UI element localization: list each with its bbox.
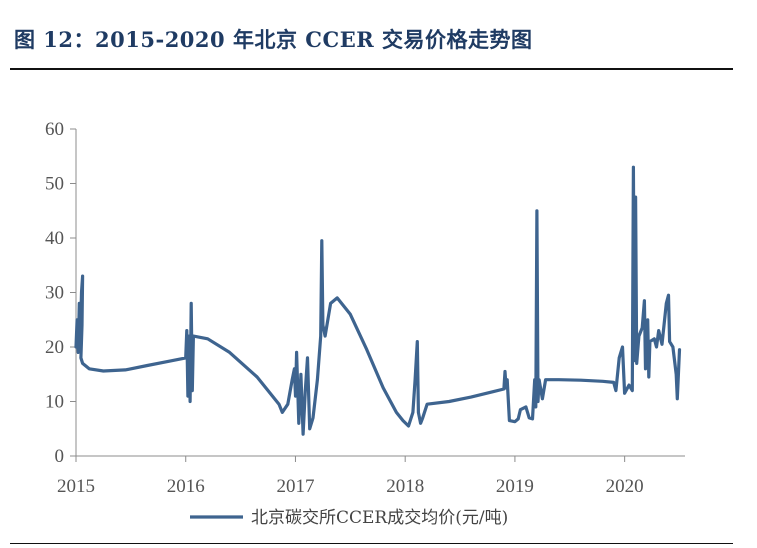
figure-title: 图 12：2015-2020 年北京 CCER 交易价格走势图: [14, 27, 533, 52]
x-tick-label: 2017: [276, 476, 314, 497]
series-line: [74, 165, 682, 436]
y-tick-label: 0: [55, 446, 65, 467]
y-tick-label: 40: [45, 228, 64, 249]
bottom-rule: [10, 543, 733, 544]
y-tick-label: 10: [45, 392, 64, 413]
y-tick-label: 50: [45, 174, 64, 195]
x-tick-label: 2015: [57, 476, 95, 497]
top-rule: [10, 68, 733, 70]
y-axis: 0 10 20 30 40 50 60: [45, 119, 77, 467]
y-tick-label: 30: [45, 283, 64, 304]
x-axis: 2015 2016 2017 2018 2019 2020: [57, 455, 685, 497]
y-tick-label: 60: [45, 119, 64, 140]
legend: 北京碳交所CCER成交均价(元/吨): [190, 508, 508, 528]
x-tick-label: 2016: [167, 476, 205, 497]
series-layer: [74, 165, 682, 436]
legend-label: 北京碳交所CCER成交均价(元/吨): [251, 508, 508, 528]
x-tick-label: 2018: [386, 476, 424, 497]
x-tick-label: 2020: [606, 476, 644, 497]
x-tick-label: 2019: [496, 476, 534, 497]
y-tick-label: 20: [45, 337, 64, 358]
